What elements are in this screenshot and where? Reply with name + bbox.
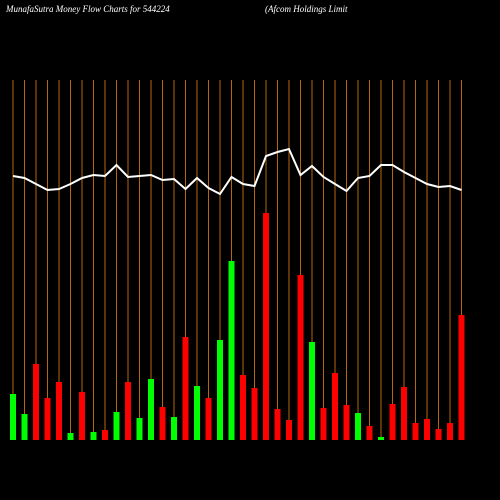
bar (355, 413, 361, 440)
bar (389, 404, 396, 440)
bar (412, 423, 419, 440)
bar (44, 398, 51, 440)
bar (286, 420, 292, 440)
bar (125, 382, 131, 440)
bar (113, 412, 120, 440)
bar (228, 261, 235, 440)
bar (159, 407, 166, 440)
bar (378, 437, 384, 440)
bar (148, 379, 154, 440)
bar (136, 418, 143, 440)
bar (205, 398, 212, 440)
bar (217, 340, 223, 440)
bar (435, 429, 442, 440)
bar (309, 342, 315, 440)
bar (263, 213, 269, 440)
money-flow-line (12, 147, 462, 196)
bar (240, 375, 246, 440)
bar (424, 419, 430, 440)
bar (447, 423, 453, 440)
bar (90, 432, 97, 440)
bar (366, 426, 373, 440)
bar (79, 392, 85, 440)
bar (297, 275, 304, 440)
bar (401, 387, 407, 440)
bar (274, 409, 281, 440)
bar (194, 386, 200, 440)
bar (102, 430, 108, 440)
bar (458, 315, 465, 440)
bar (343, 405, 350, 440)
bar (182, 337, 189, 440)
bar (33, 364, 39, 440)
bar (10, 394, 16, 440)
bar (332, 373, 338, 440)
bar (171, 417, 177, 440)
chart-subtitle: (Afcom Holdings Limit (265, 4, 348, 14)
chart-title: MunafaSutra Money Flow Charts for 544224 (5, 4, 170, 14)
bar (67, 433, 74, 440)
bar (320, 408, 327, 440)
bar (21, 414, 28, 440)
bar (251, 388, 258, 440)
bar (56, 382, 62, 440)
